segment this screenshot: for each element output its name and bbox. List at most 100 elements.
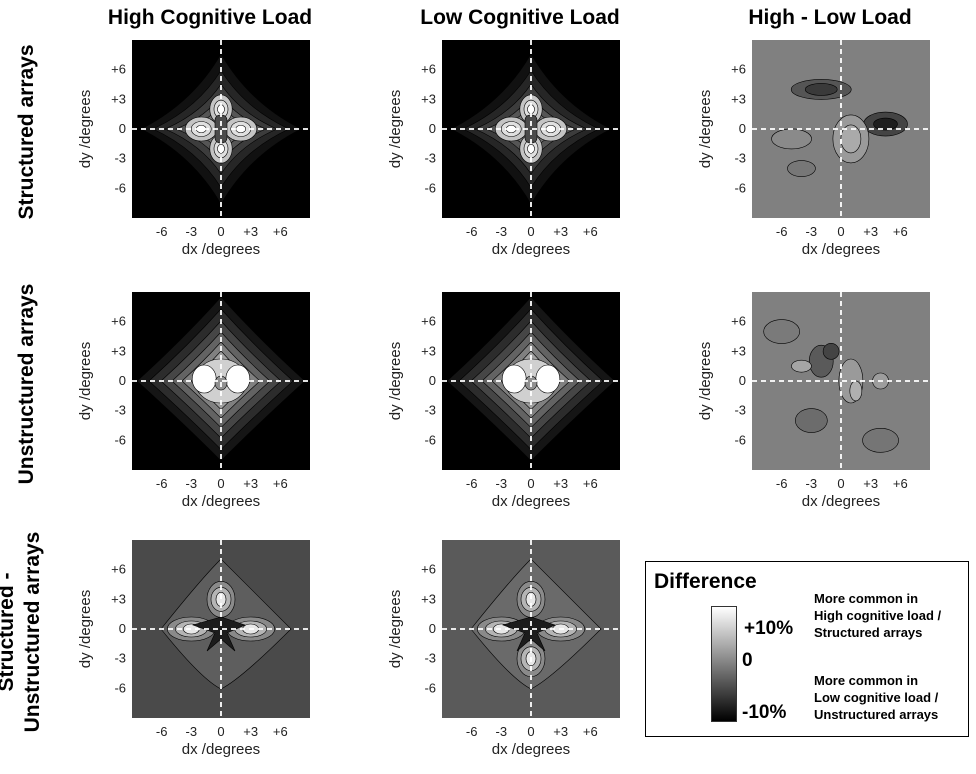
x-tick-label: +6 — [893, 476, 908, 491]
y-tick-label: 0 — [429, 621, 436, 636]
y-tick-label: -6 — [114, 680, 126, 695]
x-tick-label: +3 — [553, 724, 568, 739]
note-line: Structured arrays — [814, 625, 923, 640]
y-tick-label: -3 — [114, 651, 126, 666]
heatmap-field — [132, 40, 310, 218]
x-axis-label: dx /degrees — [492, 241, 570, 258]
x-axis-label: dx /degrees — [802, 493, 880, 510]
heatmap-panel: -6 +6 -3 +3 0 0 +3 -3 +6 -6 dx /degrees dy /degrees — [372, 540, 644, 766]
y-tick-label: 0 — [739, 121, 746, 136]
y-tick-label: +3 — [421, 343, 436, 358]
contour-blob — [862, 428, 899, 453]
x-tick-label: -3 — [496, 724, 508, 739]
y-tick-label: +3 — [111, 591, 126, 606]
heatmap-field — [442, 40, 620, 218]
legend-bottom-note: More common in Low cognitive load / Unst… — [814, 672, 974, 723]
y-tick-label: -6 — [114, 432, 126, 447]
row-title-structured: Structured arrays — [15, 44, 38, 220]
contour-blob — [795, 408, 828, 433]
heatmap-field — [442, 540, 620, 718]
y-tick-label: -6 — [424, 680, 436, 695]
contour-peak — [191, 364, 217, 394]
row-title-unstructured: Unstructured arrays — [15, 283, 38, 485]
heatmap-svg: -6 +6 -3 +3 0 0 +3 -3 +6 -6 dx /degrees dy /degrees — [77, 40, 310, 258]
x-tick-label: 0 — [837, 476, 844, 491]
heatmap-panel: -6 +6 -3 +3 0 0 +3 -3 +6 -6 dx /degrees dy /degrees — [372, 292, 644, 518]
x-tick-label: -3 — [806, 476, 818, 491]
legend-top-tick: +10% — [744, 618, 794, 639]
legend-mid-tick: 0 — [742, 650, 753, 671]
y-tick-label: -6 — [424, 180, 436, 195]
x-tick-label: -3 — [806, 224, 818, 239]
x-tick-label: -6 — [156, 724, 168, 739]
x-tick-label: -3 — [496, 224, 508, 239]
legend-bottom-tick: -10% — [742, 702, 787, 723]
heatmap-panel: -6 +6 -3 +3 0 0 +3 -3 +6 -6 dx /degrees dy /degrees — [682, 292, 954, 518]
contour-blob — [849, 380, 863, 402]
heatmap-svg: -6 +6 -3 +3 0 0 +3 -3 +6 -6 dx /degrees dy /degrees — [387, 540, 620, 758]
x-axis-label: dx /degrees — [802, 241, 880, 258]
x-tick-label: 0 — [217, 724, 224, 739]
x-tick-label: -6 — [776, 224, 788, 239]
heatmap-panel: -6 +6 -3 +3 0 0 +3 -3 +6 -6 dx /degrees dy /degrees — [62, 40, 334, 266]
x-tick-label: +6 — [273, 224, 288, 239]
x-tick-label: -6 — [466, 476, 478, 491]
heatmap-svg: -6 +6 -3 +3 0 0 +3 -3 +6 -6 dx /degrees dy /degrees — [387, 292, 620, 510]
y-tick-label: +3 — [731, 343, 746, 358]
x-axis-label: dx /degrees — [182, 493, 260, 510]
note-line: Low cognitive load / — [814, 690, 939, 705]
x-tick-label: -3 — [186, 476, 198, 491]
y-tick-label: +3 — [111, 343, 126, 358]
heatmap-field — [752, 40, 930, 218]
contour-blob — [873, 117, 898, 131]
heatmap-panel: -6 +6 -3 +3 0 0 +3 -3 +6 -6 dx /degrees dy /degrees — [682, 40, 954, 266]
x-axis-label: dx /degrees — [182, 241, 260, 258]
heatmap-svg: -6 +6 -3 +3 0 0 +3 -3 +6 -6 dx /degrees dy /degrees — [697, 40, 930, 258]
column-title-low-load: Low Cognitive Load — [420, 6, 620, 29]
x-tick-label: +3 — [863, 476, 878, 491]
note-line: More common in — [814, 673, 919, 688]
x-tick-label: +3 — [243, 476, 258, 491]
y-tick-label: +6 — [421, 562, 436, 577]
x-tick-label: +3 — [553, 476, 568, 491]
y-tick-label: -3 — [734, 403, 746, 418]
heatmap-panel: -6 +6 -3 +3 0 0 +3 -3 +6 -6 dx /degrees dy /degrees — [372, 40, 644, 266]
heatmap-svg: -6 +6 -3 +3 0 0 +3 -3 +6 -6 dx /degrees dy /degrees — [697, 292, 930, 510]
x-axis-label: dx /degrees — [182, 741, 260, 758]
contour-peak — [535, 364, 561, 394]
x-tick-label: +6 — [583, 224, 598, 239]
heatmap-svg: -6 +6 -3 +3 0 0 +3 -3 +6 -6 dx /degrees dy /degrees — [387, 40, 620, 258]
y-tick-label: +6 — [111, 314, 126, 329]
x-tick-label: -3 — [496, 476, 508, 491]
y-tick-label: -3 — [114, 151, 126, 166]
note-line: High cognitive load / — [814, 608, 942, 623]
y-tick-label: 0 — [429, 121, 436, 136]
x-tick-label: -6 — [156, 224, 168, 239]
x-tick-label: +3 — [243, 724, 258, 739]
y-axis-label: dy /degrees — [387, 590, 404, 668]
heatmap-field — [752, 292, 930, 470]
contour-blob — [804, 83, 838, 96]
y-tick-label: +3 — [421, 591, 436, 606]
y-tick-label: +6 — [421, 62, 436, 77]
x-axis-label: dx /degrees — [492, 741, 570, 758]
colorbar-legend: Difference +10% 0 -10% More common in Hi… — [645, 561, 969, 737]
contour-blob — [840, 124, 862, 154]
heatmap-panel: -6 +6 -3 +3 0 0 +3 -3 +6 -6 dx /degrees dy /degrees — [62, 292, 334, 518]
y-tick-label: -6 — [734, 432, 746, 447]
y-tick-label: -6 — [424, 432, 436, 447]
x-tick-label: -6 — [466, 724, 478, 739]
contour-blob — [771, 128, 812, 150]
y-axis-label: dy /degrees — [697, 90, 714, 168]
heatmap-field — [132, 292, 310, 470]
y-tick-label: +6 — [731, 314, 746, 329]
y-axis-label: dy /degrees — [77, 90, 94, 168]
x-tick-label: -3 — [186, 224, 198, 239]
y-tick-label: 0 — [119, 373, 126, 388]
note-line: More common in — [814, 591, 919, 606]
column-title-high-load: High Cognitive Load — [107, 6, 313, 29]
y-axis-label: dy /degrees — [77, 342, 94, 420]
row-title-line: Unstructured arrays — [21, 531, 44, 733]
x-tick-label: -6 — [466, 224, 478, 239]
y-axis-label: dy /degrees — [387, 342, 404, 420]
